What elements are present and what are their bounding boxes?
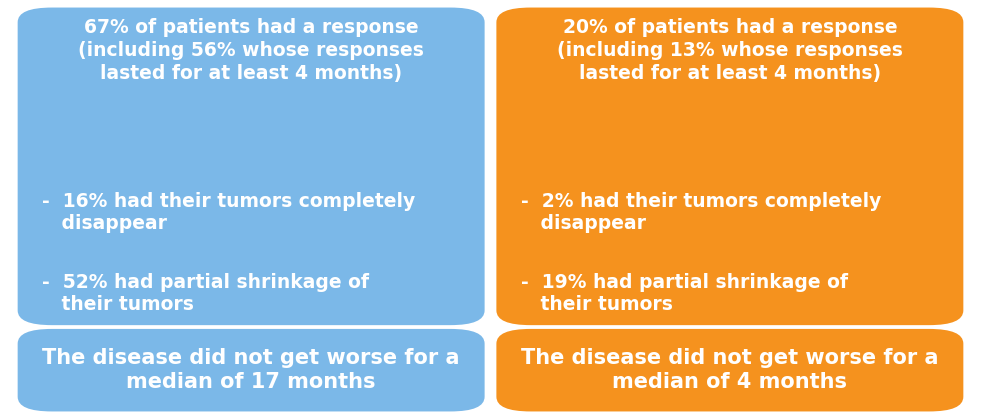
- FancyBboxPatch shape: [496, 329, 963, 411]
- Text: The disease did not get worse for a
median of 4 months: The disease did not get worse for a medi…: [521, 348, 939, 392]
- Text: 67% of patients had a response
(including 56% whose responses
lasted for at leas: 67% of patients had a response (includin…: [78, 18, 424, 83]
- Text: The disease did not get worse for a
median of 17 months: The disease did not get worse for a medi…: [42, 348, 460, 392]
- FancyBboxPatch shape: [18, 8, 485, 325]
- Text: -  16% had their tumors completely
   disappear: - 16% had their tumors completely disapp…: [42, 192, 415, 233]
- FancyBboxPatch shape: [496, 8, 963, 325]
- Text: 20% of patients had a response
(including 13% whose responses
lasted for at leas: 20% of patients had a response (includin…: [557, 18, 903, 83]
- Text: -  2% had their tumors completely
   disappear: - 2% had their tumors completely disappe…: [521, 192, 881, 233]
- Text: -  19% had partial shrinkage of
   their tumors: - 19% had partial shrinkage of their tum…: [521, 273, 848, 314]
- Text: -  52% had partial shrinkage of
   their tumors: - 52% had partial shrinkage of their tum…: [42, 273, 369, 314]
- FancyBboxPatch shape: [18, 329, 485, 411]
